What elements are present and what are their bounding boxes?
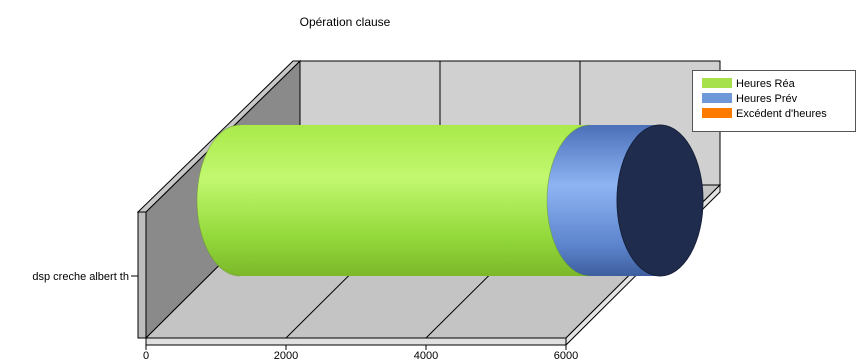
x-tick-label: 2000 xyxy=(274,350,298,361)
y-category-label: dsp creche albert th xyxy=(32,271,129,283)
legend-swatch-excedent xyxy=(702,108,732,118)
legend-item: Excédent d'heures xyxy=(702,108,855,123)
bar-end-cap xyxy=(616,124,704,277)
legend-item: Heures Prév xyxy=(702,93,855,108)
bar-heures-rea xyxy=(196,125,633,276)
x-axis: 0 2000 4000 6000 xyxy=(143,345,578,361)
bar-heures-rea-edge xyxy=(196,124,241,277)
legend-label: Heures Réa xyxy=(736,78,795,90)
floor-front-edge xyxy=(145,337,567,346)
y-axis: dsp creche albert th xyxy=(32,271,138,283)
legend: Heures Réa Heures Prév Excédent d'heures xyxy=(692,70,856,132)
x-tick-label: 6000 xyxy=(554,350,578,361)
bar-heures-prev-edge xyxy=(546,124,591,277)
legend-label: Excédent d'heures xyxy=(736,108,827,120)
chart-title: Opération clause xyxy=(299,15,391,29)
left-wall-edge xyxy=(137,211,147,339)
legend-swatch-heures-prev xyxy=(702,93,732,103)
legend-item: Heures Réa xyxy=(702,78,855,93)
x-tick-label: 0 xyxy=(143,350,149,361)
bars xyxy=(196,124,704,277)
legend-swatch-heures-rea xyxy=(702,78,732,88)
legend-label: Heures Prév xyxy=(736,93,798,105)
x-tick-label: 4000 xyxy=(414,350,438,361)
